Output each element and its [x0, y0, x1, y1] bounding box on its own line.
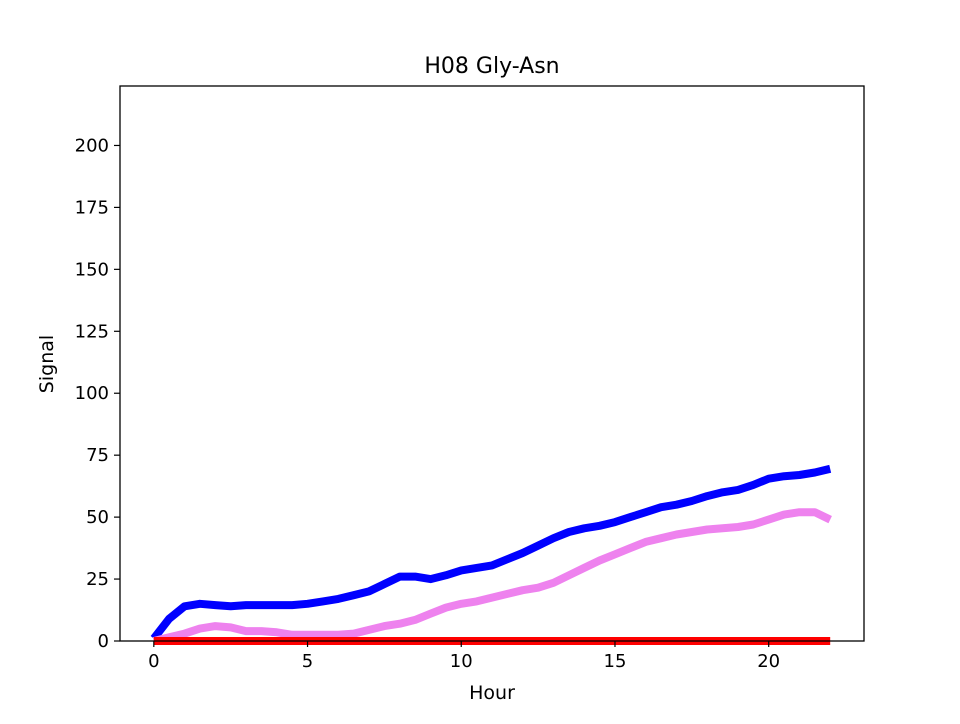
y-tick-label: 0	[98, 631, 109, 652]
y-tick-label: 125	[75, 321, 109, 342]
y-tick-label: 75	[86, 445, 109, 466]
x-axis-label: Hour	[469, 682, 515, 704]
y-tick-label: 200	[75, 135, 109, 156]
y-axis-ticks: 0 25 50 75 100 125 150 175 200	[75, 135, 120, 652]
series-line-2	[152, 508, 832, 645]
x-tick-label: 0	[148, 651, 159, 672]
y-axis-label: Signal	[36, 335, 58, 393]
x-tick-label: 15	[604, 651, 627, 672]
y-tick-label: 25	[86, 569, 109, 590]
y-tick-label: 175	[75, 197, 109, 218]
y-tick-label: 100	[75, 383, 109, 404]
x-axis-ticks: 0 5 10 15 20	[148, 641, 780, 672]
x-tick-label: 10	[450, 651, 473, 672]
x-tick-label: 5	[302, 651, 313, 672]
x-tick-label: 20	[757, 651, 780, 672]
chart-title: H08 Gly-Asn	[424, 54, 559, 79]
series-line-1	[150, 464, 832, 641]
plot-frame	[119, 85, 865, 642]
y-tick-label: 150	[75, 259, 109, 280]
y-tick-label: 50	[86, 507, 109, 528]
